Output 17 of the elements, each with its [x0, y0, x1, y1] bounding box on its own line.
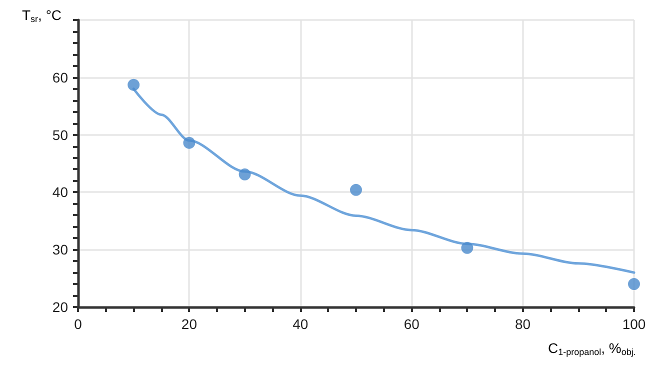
x-tick-label: 100	[622, 316, 646, 332]
y-tick-label: 20	[52, 299, 68, 315]
point	[628, 278, 640, 290]
x-tick-label: 0	[74, 316, 82, 332]
y-tick-label: 50	[52, 126, 68, 143]
point	[238, 168, 251, 180]
x-tick-label: 20	[181, 316, 198, 332]
x-tick-label: 80	[515, 316, 531, 332]
point	[128, 78, 140, 91]
point	[461, 242, 474, 254]
x-tick-label: 60	[404, 316, 420, 332]
y-tick-label: 40	[52, 184, 68, 200]
point	[350, 184, 362, 196]
y-tick-label: 30	[52, 242, 68, 258]
x-tick-label: 40	[292, 316, 308, 332]
y-tick-label: 60	[52, 69, 68, 86]
point	[183, 136, 196, 149]
